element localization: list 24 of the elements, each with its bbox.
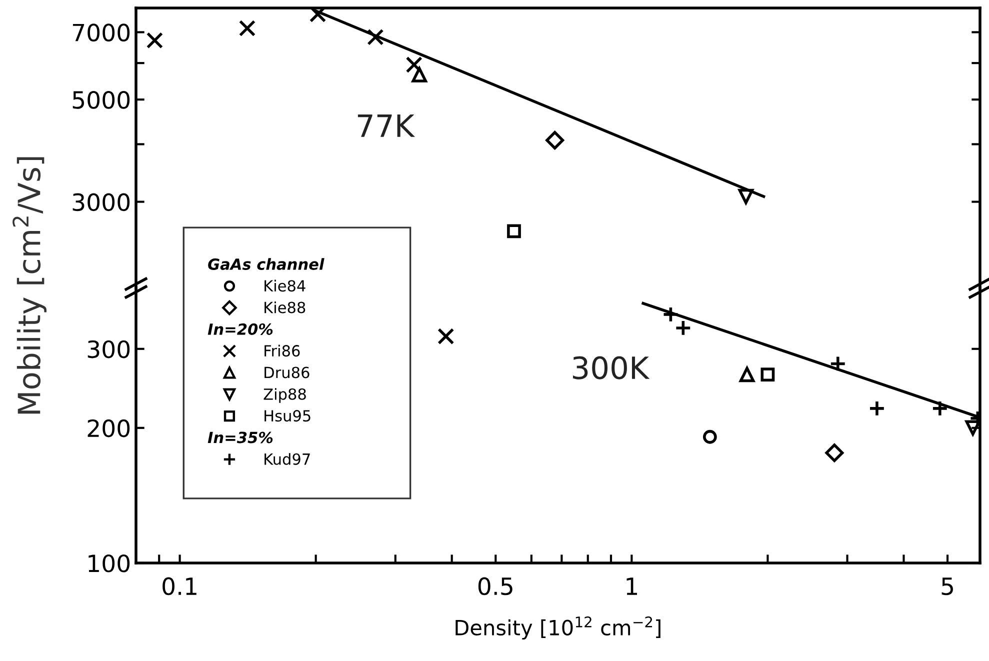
annotation: 77K	[358, 114, 415, 137]
y-tick-label: 200	[88, 419, 130, 438]
legend-label: Fri86	[264, 344, 300, 357]
y-axis-title: Mobility [cm$^{2}$/Vs]	[12, 157, 46, 414]
x-tick-label: 5	[942, 578, 953, 596]
y-tick-label: 300	[88, 340, 130, 358]
y-tick-label: 100	[88, 554, 130, 572]
x-tick-label: 0.5	[478, 577, 512, 596]
annotation: In=20%	[208, 323, 273, 335]
legend-label: Kie88	[264, 301, 306, 314]
legend-label: Dru86	[264, 366, 310, 378]
annotation: In=35%	[208, 432, 273, 444]
legend-label: Kie84	[264, 280, 306, 292]
annotation: GaAs channel	[208, 258, 324, 270]
legend-label: Hsu95	[264, 410, 310, 422]
x-tick-label: 1	[626, 578, 637, 595]
y-tick-label: 7000	[72, 24, 130, 42]
x-tick-label: 0.1	[162, 577, 196, 596]
y-tick-label: 3000	[72, 193, 130, 212]
y-tick-label: 5000	[72, 90, 130, 109]
legend-label: Kud97	[264, 453, 310, 465]
annotation: 300K	[572, 356, 650, 380]
x-axis-title: Density [10$^{12}$ cm$^{−2}$]	[456, 616, 660, 640]
legend-label: Zip88	[264, 388, 306, 403]
